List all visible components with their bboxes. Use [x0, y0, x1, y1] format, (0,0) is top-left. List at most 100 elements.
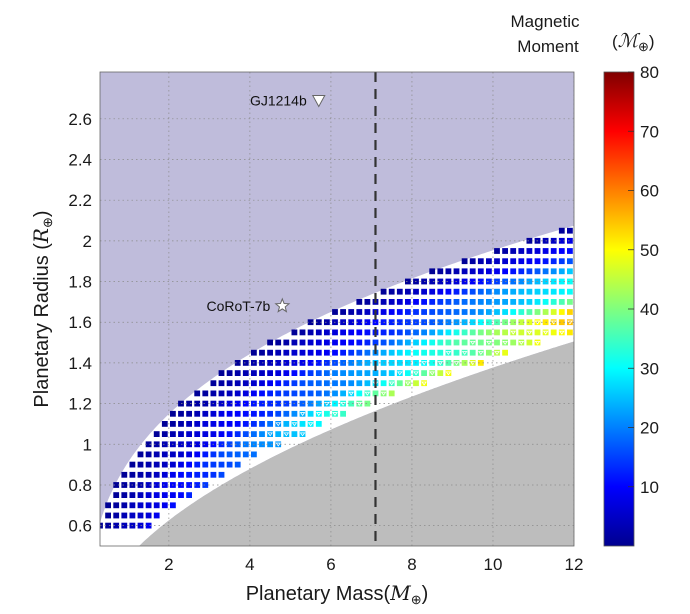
heat-cell	[178, 492, 184, 498]
heat-cell	[259, 410, 265, 417]
heat-cell	[283, 421, 290, 427]
marker-triangle	[307, 422, 314, 427]
heat-cell	[315, 360, 322, 366]
heat-cell	[186, 471, 192, 478]
heat-cell	[315, 390, 322, 397]
heat-cell	[502, 268, 508, 275]
heat-cell	[567, 319, 573, 326]
marker-triangle	[380, 391, 387, 396]
heat-cell	[413, 380, 419, 387]
heat-cell	[405, 339, 411, 346]
heat-cell	[267, 339, 273, 346]
heat-cell	[396, 299, 403, 305]
heat-cell	[526, 288, 533, 295]
heat-cell	[494, 299, 500, 305]
heat-cell	[437, 360, 444, 366]
heat-cell	[486, 268, 492, 275]
annotation-corot-7b-star	[274, 297, 291, 313]
heat-cell	[388, 288, 395, 295]
heat-cell	[429, 299, 436, 305]
marker-triangle	[494, 351, 500, 356]
heat-cell	[283, 410, 290, 417]
heat-cell	[348, 329, 355, 336]
heat-cell	[137, 512, 144, 519]
heat-cell	[494, 329, 500, 336]
heat-cell	[429, 288, 436, 295]
heat-cell	[405, 360, 411, 366]
heat-cell	[348, 360, 355, 366]
heat-cell	[113, 512, 120, 519]
heat-cell	[429, 339, 436, 346]
heat-cell	[558, 299, 565, 305]
heat-cell	[558, 248, 565, 254]
heat-cell	[153, 461, 160, 468]
heat-cell	[477, 299, 484, 305]
heat-cell	[210, 410, 217, 417]
heat-cell	[291, 329, 298, 336]
heat-cell	[542, 329, 549, 336]
heat-cell	[445, 349, 452, 356]
heat-cell	[315, 319, 322, 326]
heat-cell	[202, 431, 209, 437]
heat-cell	[307, 421, 314, 427]
heat-cell	[315, 349, 322, 356]
heat-cell	[340, 370, 346, 376]
heat-cell	[226, 390, 233, 397]
heat-cell	[210, 451, 217, 458]
heat-cell	[251, 451, 257, 458]
heat-cell	[299, 410, 306, 417]
heat-cell	[372, 390, 379, 397]
heat-cell	[170, 492, 176, 498]
heat-cell	[364, 339, 371, 346]
marker-triangle	[356, 401, 363, 406]
heat-cell	[429, 319, 436, 326]
heat-cell	[340, 329, 346, 336]
heat-cell	[234, 370, 241, 376]
heat-cell	[234, 421, 241, 427]
heat-cell	[299, 370, 306, 376]
heat-cell	[413, 299, 419, 305]
heat-cell	[356, 299, 363, 305]
heat-cell	[445, 278, 452, 285]
heat-cell	[105, 512, 111, 519]
heat-cell	[242, 390, 249, 397]
heat-cell	[178, 421, 184, 427]
heat-cell	[445, 339, 452, 346]
heat-cell	[332, 349, 338, 356]
heat-cell	[486, 329, 492, 336]
heat-cell	[218, 451, 225, 458]
heat-cell	[477, 349, 484, 356]
x-axis-label: Planetary Mass(M⊕)	[246, 581, 429, 607]
heat-cell	[186, 400, 192, 407]
heat-cell	[388, 299, 395, 305]
heat-cell	[129, 471, 136, 478]
heat-cell	[161, 441, 168, 448]
plot-area	[100, 72, 574, 546]
heat-cell	[186, 410, 192, 417]
heat-cell	[469, 278, 476, 285]
heat-cell	[534, 329, 541, 336]
heat-cell	[324, 400, 330, 407]
heat-cell	[299, 390, 306, 397]
heat-cell	[461, 349, 468, 356]
heat-cell	[267, 370, 273, 376]
heat-cell	[445, 268, 452, 275]
heat-cell	[534, 339, 541, 346]
heat-cell	[567, 258, 573, 265]
heat-cell	[202, 410, 209, 417]
heat-cell	[567, 309, 573, 315]
heat-cell	[364, 319, 371, 326]
heat-cell	[421, 299, 427, 305]
heat-cell	[356, 370, 363, 376]
heat-cell	[405, 370, 411, 376]
heat-cell	[502, 258, 508, 265]
heat-cell	[388, 349, 395, 356]
heat-cell	[421, 329, 427, 336]
heat-cell	[526, 329, 533, 336]
heat-cell	[542, 309, 549, 315]
heat-cell	[291, 339, 298, 346]
heat-cell	[494, 309, 500, 315]
colorbar-title-line1: Magnetic	[511, 12, 580, 31]
heat-cell	[324, 329, 330, 336]
heat-cell	[251, 410, 257, 417]
